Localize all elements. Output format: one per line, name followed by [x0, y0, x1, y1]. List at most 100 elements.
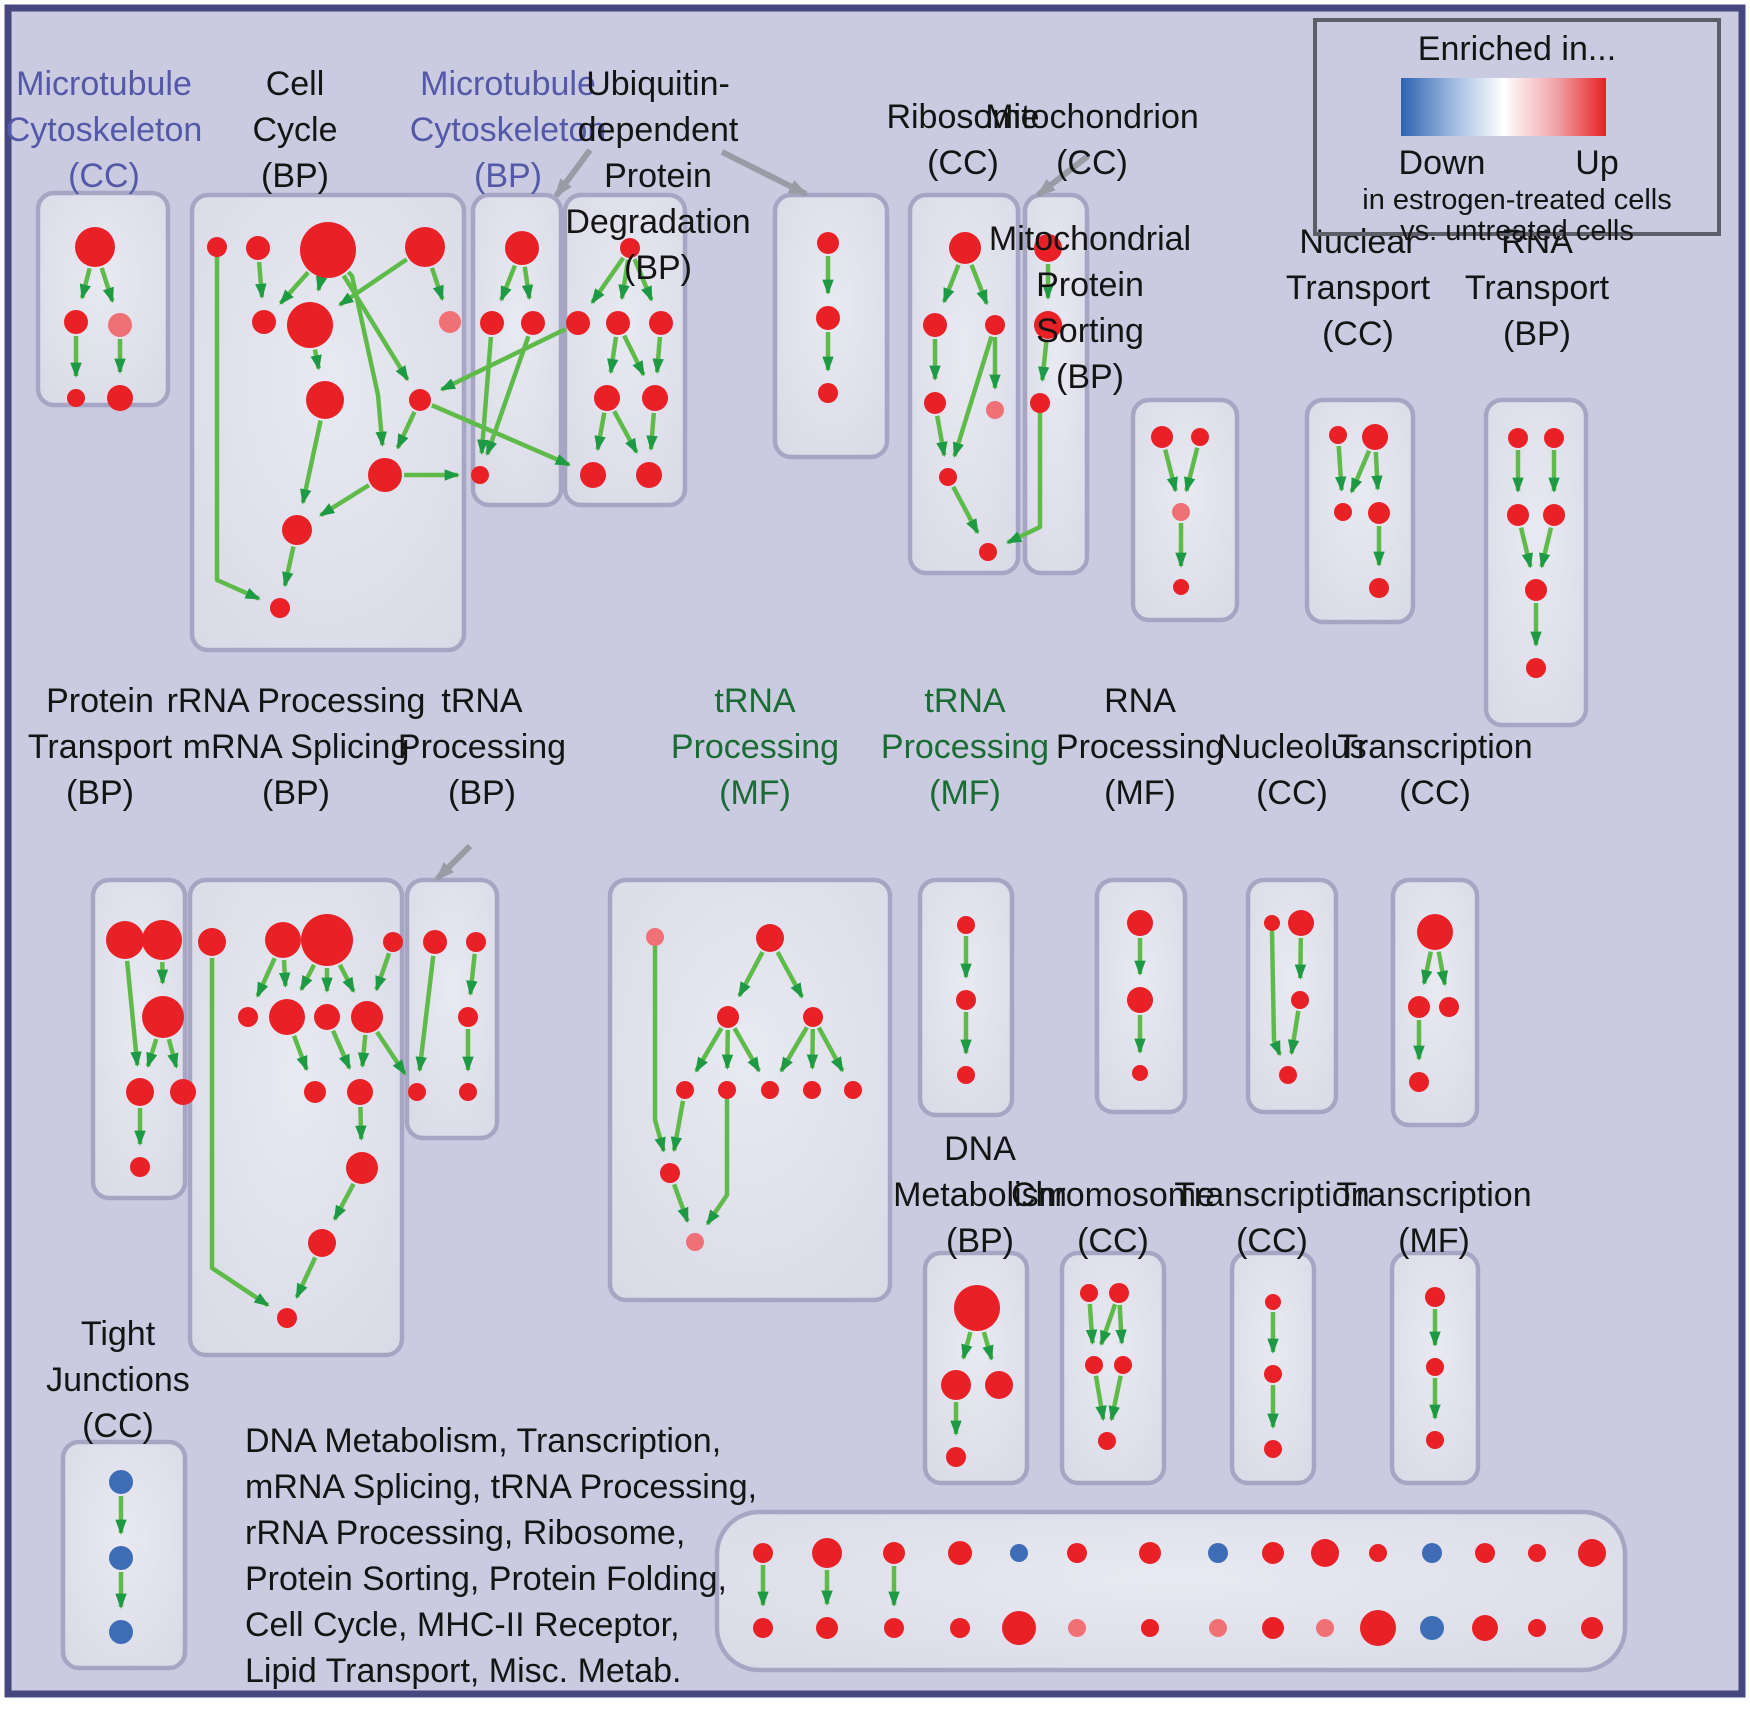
gene-node-nucleolus-a — [1264, 915, 1280, 931]
gene-node-pt-a — [106, 921, 144, 959]
footnote-line: Protein Sorting, Protein Folding, — [245, 1560, 727, 1598]
strip-node-top-0 — [753, 1543, 773, 1563]
strip-node-bottom-10 — [1360, 1610, 1396, 1646]
legend-note-line2: vs. untreated cells — [1400, 215, 1634, 247]
cluster-label-dna-met: DNA Metabolism (BP) — [893, 1130, 1067, 1260]
gene-node-ub-a-a2 — [606, 311, 630, 335]
gene-node-pt-e — [170, 1079, 196, 1105]
gene-node-cell-cycle-n10 — [368, 458, 402, 492]
gene-node-trna-bp-e — [459, 1083, 477, 1101]
gene-node-rnat-f — [1526, 658, 1546, 678]
edge — [590, 256, 626, 305]
edge — [961, 1331, 973, 1360]
edge — [1085, 1303, 1098, 1346]
gene-node-rnat-e — [1525, 579, 1547, 601]
edge — [310, 349, 322, 371]
cluster-box-nuct — [1304, 397, 1416, 625]
label-pointer-arrow — [434, 843, 473, 882]
gene-node-ub-a-b2 — [642, 385, 668, 411]
gene-node-ub-b-b — [816, 306, 840, 330]
gene-node-mc-cc-a — [75, 227, 115, 267]
cluster-box-mc-cc — [35, 190, 171, 408]
gene-node-rnap-mf-c — [1132, 1065, 1148, 1081]
gene-node-chromosome-d — [1114, 1356, 1132, 1374]
gene-node-trna-mf1-r1 — [676, 1081, 694, 1099]
gene-node-nucleolus-d — [1279, 1066, 1297, 1084]
gene-node-rrna-r2 — [347, 1079, 373, 1105]
gene-node-cell-cycle-n7 — [439, 311, 461, 333]
gene-node-tr-cc-bot-c — [1264, 1440, 1282, 1458]
gene-node-trna-mf1-r4 — [803, 1081, 821, 1099]
strip-node-top-6 — [1139, 1542, 1161, 1564]
gene-node-pt-f — [130, 1157, 150, 1177]
legend-down-label: Down — [1398, 144, 1486, 182]
edge — [652, 944, 666, 1153]
gene-node-tr-mf-c — [1426, 1431, 1444, 1449]
legend-up-label: Up — [1575, 144, 1619, 182]
gene-node-mc-cc-d — [67, 389, 85, 407]
gene-node-rrna-q — [346, 1152, 378, 1184]
gene-node-rrna-z — [277, 1308, 297, 1328]
edge — [338, 257, 409, 307]
cluster-label-mc-bp: Microtubule Cytoskeleton (BP) — [410, 65, 607, 195]
edge — [99, 267, 115, 304]
footnote-line: rRNA Processing, Ribosome, — [245, 1514, 686, 1552]
edge — [337, 963, 356, 993]
gene-node-rrna-m3 — [314, 1004, 340, 1030]
legend-title: Enriched in... — [1417, 30, 1617, 68]
edge — [332, 1182, 356, 1221]
gene-node-mc-cc-b — [64, 310, 88, 334]
cluster-label-cell-cycle: Cell Cycle (BP) — [252, 65, 337, 195]
edge — [670, 1100, 686, 1153]
gene-node-trna-mf1-R — [803, 1007, 823, 1027]
label-pointer-arrow — [553, 148, 593, 198]
gene-node-ribosome-a — [949, 232, 981, 264]
strip-node-top-10 — [1369, 1544, 1387, 1562]
cluster-box-rnat — [1483, 397, 1589, 728]
gene-node-cell-cycle-n5 — [252, 310, 276, 334]
gene-node-tr-cc-mid-c — [1439, 997, 1459, 1017]
cluster-box-chromosome — [1059, 1250, 1167, 1486]
edge — [652, 336, 664, 375]
edge — [209, 958, 270, 1308]
edge — [1099, 1303, 1118, 1347]
gene-node-ub-a-c2 — [636, 462, 662, 488]
gene-node-trna-bp-c — [458, 1007, 478, 1027]
strip-node-bottom-8 — [1262, 1617, 1284, 1639]
cluster-label-ub-a: Ubiquitin-dependent Protein Degradation (BP… — [565, 65, 750, 287]
edge — [145, 1038, 159, 1069]
edge — [1436, 951, 1448, 987]
edge — [315, 275, 328, 292]
gene-node-mps-c — [1172, 503, 1190, 521]
edge — [806, 1028, 819, 1070]
edge — [1287, 1010, 1301, 1056]
edge — [721, 1029, 734, 1070]
gene-node-nuct-a — [1329, 426, 1347, 444]
gene-node-mc-bp-c — [521, 311, 545, 335]
edge — [299, 963, 317, 992]
edge — [1294, 937, 1307, 980]
gene-node-rrna-p — [308, 1229, 336, 1257]
gene-node-trna-mf1-pk — [646, 928, 664, 946]
gene-node-ribosome-g — [979, 543, 997, 561]
gene-node-rrna-r1 — [304, 1081, 326, 1103]
edge — [816, 1026, 845, 1073]
gene-node-mps-b — [1191, 428, 1209, 446]
edge — [934, 415, 948, 458]
gene-node-ub-b-c — [818, 383, 838, 403]
gene-node-tr-mf-a — [1425, 1287, 1445, 1307]
strip-node-bottom-14 — [1581, 1617, 1603, 1639]
edge — [1421, 951, 1434, 986]
cluster-label-ribosome: Ribosome (CC) — [886, 98, 1039, 182]
gene-node-mps-d — [1173, 579, 1189, 595]
edge — [952, 335, 994, 458]
edge — [594, 412, 607, 452]
edge — [1371, 451, 1383, 491]
gene-node-mito-b — [1034, 311, 1062, 339]
edge — [671, 1183, 690, 1224]
strip-node-bottom-12 — [1472, 1615, 1498, 1641]
edge — [214, 254, 261, 601]
cluster-box-rrna — [187, 877, 405, 1358]
edge — [1349, 449, 1372, 494]
